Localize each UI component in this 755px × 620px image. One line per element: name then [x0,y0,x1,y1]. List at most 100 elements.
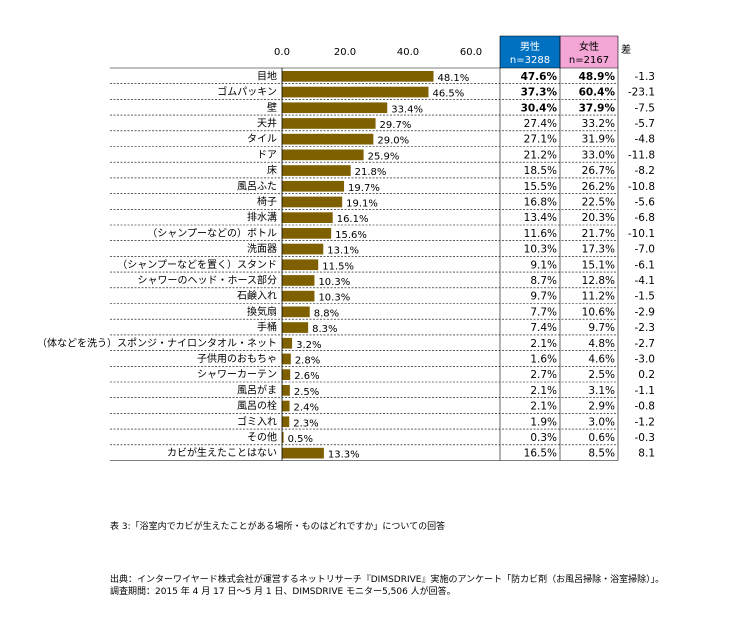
diff-value: -2.3 [635,322,656,334]
male-value: 7.4% [530,322,557,334]
bar [282,71,434,82]
male-value: 7.7% [530,306,557,318]
bar-value-label: 13.3% [328,450,360,461]
source-line: 出典：インターワイヤード株式会社が運営するネットリサーチ『DIMSDRIVE』実… [110,575,665,585]
female-value: 11.2% [582,291,615,303]
female-value: 26.7% [582,165,615,177]
category-label: 壁 [267,101,277,114]
diff-value: -23.1 [628,87,655,99]
bar [282,322,309,333]
category-label: 排水溝 [247,211,277,224]
diff-value: -4.8 [635,134,656,146]
female-value: 0.6% [588,432,615,444]
table-caption: 表 3:「浴室内でカビが生えたことがある場所・ものはどれですか」についての回答 [110,522,446,532]
male-value: 8.7% [530,275,557,287]
bar [282,196,343,208]
male-value: 9.7% [530,291,557,303]
category-label: 手桶 [257,321,277,334]
male-header-cell [500,36,560,68]
source-note: 出典：インターワイヤード株式会社が運営するネットリサーチ『DIMSDRIVE』実… [110,574,664,598]
bar [282,86,429,98]
bar-value-label: 2.5% [294,387,319,398]
female-value: 33.2% [582,118,615,130]
bar-value-label: 33.4% [391,104,423,115]
female-value: 12.8% [582,275,615,287]
male-value: 27.4% [524,118,557,130]
bar [282,180,345,192]
female-value: 31.9% [582,134,615,146]
diff-value: -6.8 [635,212,656,224]
female-value: 37.9% [579,102,616,114]
category-label: その他 [247,430,277,443]
bar [282,432,284,443]
diff-value: -1.5 [635,291,656,303]
bar [282,447,324,459]
diff-value: -1.3 [635,71,656,83]
female-header-cell [560,36,618,68]
diff-value: -6.1 [635,259,656,271]
female-value: 20.3% [582,212,615,224]
category-label: （シャンプーなどの）ボトル [147,227,277,239]
female-n: n=2167 [569,55,609,66]
survey-period-line: 調査期間：2015 年 4 月 17 日～5 月 1 日、DIMSDRIVE モ… [110,587,456,597]
bar-value-label: 25.9% [368,151,400,162]
female-value: 17.3% [582,244,615,256]
bar [282,369,291,380]
diff-value: 8.1 [638,448,655,460]
female-value: 2.9% [588,401,615,413]
bar [282,165,351,176]
bar-value-label: 19.7% [348,183,380,194]
male-value: 1.6% [530,353,557,365]
bar [282,259,319,271]
male-value: 11.6% [524,228,557,240]
category-label: ゴミ入れ [237,415,277,428]
bar [282,118,376,129]
female-value: 60.4% [579,87,616,99]
category-label: 椅子 [257,195,277,208]
female-value: 48.9% [579,71,616,83]
female-header: 女性 [579,40,599,53]
diff-value: -2.9 [635,306,656,318]
category-label: シャワーのヘッド・ホース部分 [138,273,278,286]
female-value: 10.6% [582,306,615,318]
male-value: 16.5% [524,448,557,460]
bar [282,133,374,145]
bar-value-label: 8.8% [314,308,339,319]
male-value: 37.3% [521,87,558,99]
female-value: 3.1% [588,385,615,397]
category-label: 風呂がま [237,383,277,396]
female-value: 26.2% [582,181,615,193]
diff-value: 0.2 [638,369,655,381]
diff-value: -2.7 [635,338,656,350]
diff-header: 差 [621,43,631,56]
diff-value: -8.2 [635,165,656,177]
male-value: 30.4% [521,102,558,114]
female-value: 22.5% [582,196,615,208]
bar-value-label: 2.6% [294,371,319,382]
female-value: 4.8% [588,338,615,350]
male-value: 0.3% [530,432,557,444]
bar-value-label: 29.7% [380,120,412,131]
category-label: シャワーカーテン [197,369,277,381]
bar-value-label: 2.4% [294,403,319,414]
category-label: 風呂ふた [237,180,277,192]
diff-value: -5.7 [635,118,656,130]
male-value: 9.1% [530,259,557,271]
male-value: 2.7% [530,369,557,381]
female-value: 3.0% [588,416,615,428]
female-value: 15.1% [582,259,615,271]
category-label: タイル [247,133,277,145]
male-value: 13.4% [524,212,557,224]
diff-value: -7.0 [635,244,656,256]
category-label: （体などを洗う）スポンジ・ナイロンタオル・ネット [37,337,277,349]
bar [282,275,315,286]
female-value: 9.7% [588,322,615,334]
diff-value: -1.1 [635,385,656,397]
female-value: 2.5% [588,369,615,381]
male-value: 21.2% [524,149,557,161]
category-label: ゴムパッキン [217,85,277,98]
male-value: 10.3% [524,244,557,256]
male-value: 27.1% [524,134,557,146]
male-value: 1.9% [530,416,557,428]
